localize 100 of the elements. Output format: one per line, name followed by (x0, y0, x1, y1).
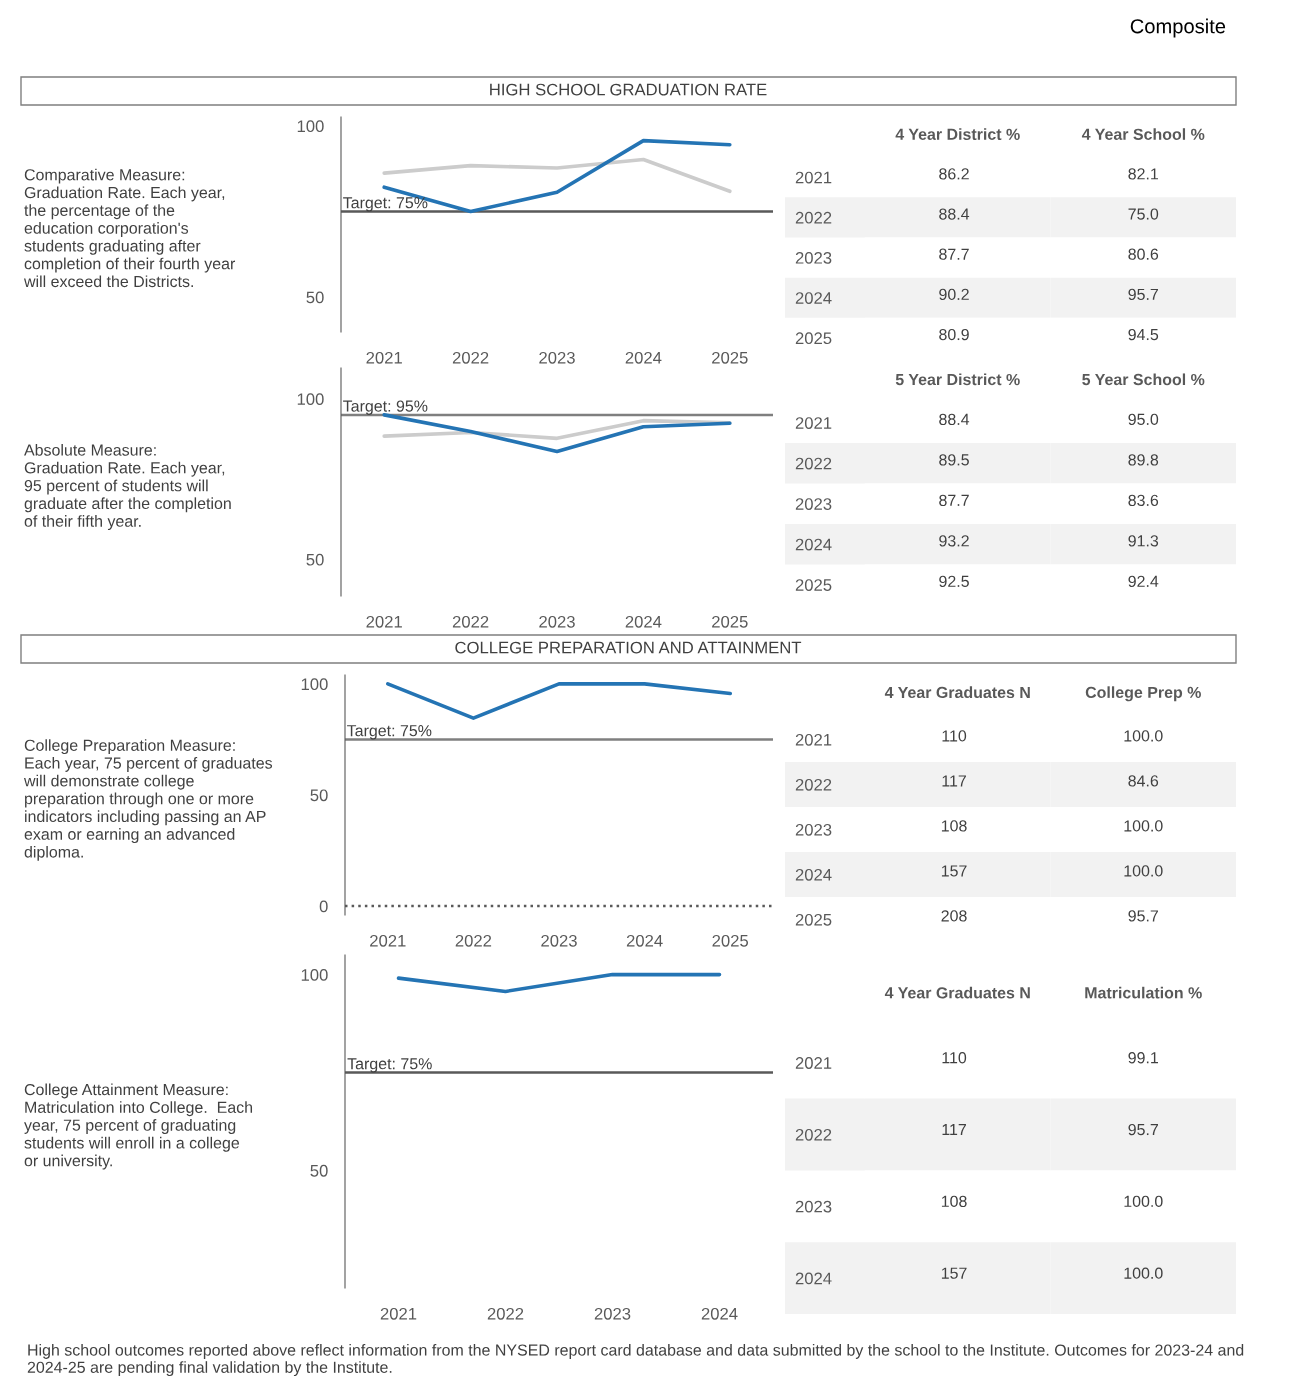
data-label: 94.5 (1128, 328, 1159, 341)
y-tick-label: 2022 (795, 778, 832, 791)
y-tick-label: 100 (297, 120, 324, 133)
data-label: 110 (942, 1052, 967, 1064)
data-label: 83.6 (1128, 494, 1159, 507)
y-tick-label: 2022 (795, 1128, 832, 1141)
data-label: 99.1 (1128, 1052, 1159, 1064)
data-label: 117 (942, 775, 966, 787)
x-tick-label: 2023 (541, 934, 577, 947)
x-tick-label: 4 Year School % (1081, 128, 1205, 140)
x-tick-label: 2025 (712, 351, 748, 364)
y-tick-label: 50 (306, 553, 324, 566)
x-tick-label: 2022 (455, 934, 492, 947)
data-label: 110 (942, 730, 967, 742)
y-tick-label: 100 (301, 678, 328, 691)
data-label: 92.5 (939, 575, 969, 588)
x-tick-label: College Prep % (1085, 686, 1201, 702)
y-tick-label: 100 (297, 393, 324, 406)
data-label: 93.2 (939, 535, 969, 547)
y-tick-label: 100 (301, 968, 328, 981)
data-label: 95.7 (1128, 910, 1158, 922)
text: High school outcomes reported above reflect information from the NYSED report card database and data submitted by the school to the Institute. Outcomes for 2023-24 and 2024-25 are pending final validation by the Institute. (27, 1344, 1244, 1377)
data-label: 80.6 (1128, 248, 1159, 260)
data-label: 95.7 (1128, 288, 1158, 301)
x-tick-label: 2022 (487, 1307, 524, 1320)
y-tick-label: 2021 (795, 171, 832, 184)
ref-line-label: Target: 75% (343, 197, 428, 212)
y-tick-label: 2025 (795, 579, 832, 591)
data-label: 100.0 (1124, 1267, 1163, 1279)
data-label: 100.0 (1124, 730, 1163, 742)
y-tick-label: 2023 (795, 1200, 832, 1213)
y-tick-label: 2024 (795, 292, 832, 304)
data-label: 82.1 (1128, 168, 1159, 180)
data-label: 89.8 (1128, 454, 1159, 466)
data-label: 92.4 (1128, 575, 1159, 588)
text: Absolute Measure: Graduation Rate. Each year, 95 percent of students will graduate after the completion of their fifth year. (24, 443, 231, 531)
y-tick-label: 2024 (795, 538, 832, 551)
x-tick-label: 2023 (539, 615, 575, 628)
x-tick-label: 2021 (380, 1307, 417, 1320)
data-label: 108 (941, 1195, 967, 1207)
x-tick-label: 2025 (712, 934, 749, 947)
data-label: 100.0 (1124, 1195, 1163, 1207)
x-tick-label: 4 Year Graduates N (884, 986, 1030, 999)
data-label: 80.9 (939, 328, 969, 341)
x-tick-label: 5 Year District % (895, 373, 1020, 386)
data-label: 100.0 (1124, 820, 1163, 832)
y-tick-label: 50 (310, 789, 328, 802)
y-tick-label: 50 (310, 1164, 328, 1177)
y-tick-label: 2024 (795, 1272, 832, 1285)
x-tick-label: 2024 (625, 615, 662, 628)
text: Composite (1130, 18, 1226, 38)
text: Comparative Measure: Graduation Rate. Each year, the percentage of the education corporation's students graduating after completion of their fourth year will exceed the Districts. (23, 168, 236, 288)
y-tick-label: 2025 (795, 332, 832, 345)
data-label: 84.6 (1128, 775, 1159, 787)
y-tick-label: 2023 (795, 823, 832, 836)
y-tick-label: 2024 (795, 868, 832, 881)
y-tick-label: 2022 (795, 211, 832, 224)
text: College Attainment Measure: Matriculation into College. Each year, 75 percent of graduating students will enroll in a college or university. (24, 1083, 253, 1170)
data-label: 91.3 (1128, 535, 1159, 547)
x-tick-label: 4 Year District % (895, 128, 1020, 140)
data-label: 108 (941, 820, 967, 832)
y-tick-label: 2021 (795, 733, 832, 746)
chart-title: HIGH SCHOOL GRADUATION RATE (490, 83, 767, 96)
data-label: 89.5 (939, 454, 969, 466)
x-tick-label: 2023 (539, 351, 575, 364)
x-tick-label: 4 Year Graduates N (884, 686, 1030, 699)
x-tick-label: 5 Year School % (1082, 373, 1205, 386)
data-label: 88.4 (939, 208, 970, 220)
x-tick-label: 2025 (712, 615, 748, 628)
ref-line-label: Target: 75% (347, 1058, 432, 1073)
x-tick-label: 2021 (370, 934, 406, 947)
y-tick-label: 50 (306, 291, 324, 304)
data-label: 100.0 (1124, 865, 1163, 877)
y-tick-label: 2021 (795, 1057, 832, 1069)
data-label: 86.2 (939, 168, 969, 180)
x-tick-label: Matriculation % (1085, 986, 1202, 999)
y-tick-label: 2021 (795, 417, 832, 429)
data-label: 88.4 (939, 413, 970, 426)
line-series (382, 413, 732, 454)
x-tick-label: 2023 (594, 1307, 631, 1320)
data-label: 87.7 (939, 248, 969, 260)
x-tick-label: 2024 (625, 351, 662, 364)
x-tick-label: 2022 (452, 351, 489, 364)
line-series (382, 157, 732, 194)
y-tick-label: 0 (319, 900, 328, 913)
data-label: 75.0 (1128, 208, 1159, 220)
y-tick-label: 2023 (795, 251, 832, 264)
data-label: 117 (942, 1124, 966, 1136)
data-label: 157 (941, 865, 967, 877)
x-tick-label: 2024 (626, 934, 663, 947)
text: College Preparation Measure: Each year, 75 percent of graduates will demonstrate college preparation through one or more indicators including passing an AP exam or earning an advanced diploma. (23, 739, 273, 861)
data-label: 208 (941, 910, 967, 922)
ref-line-label: Target: 95% (343, 400, 428, 415)
data-label: 87.7 (939, 494, 969, 507)
x-tick-label: 2021 (366, 615, 402, 628)
x-tick-label: 2021 (366, 351, 402, 364)
ref-line-label: Target: 75% (347, 725, 432, 740)
y-tick-label: 2022 (795, 457, 832, 470)
x-tick-label: 2024 (701, 1307, 738, 1320)
data-label: 95.0 (1128, 413, 1159, 426)
